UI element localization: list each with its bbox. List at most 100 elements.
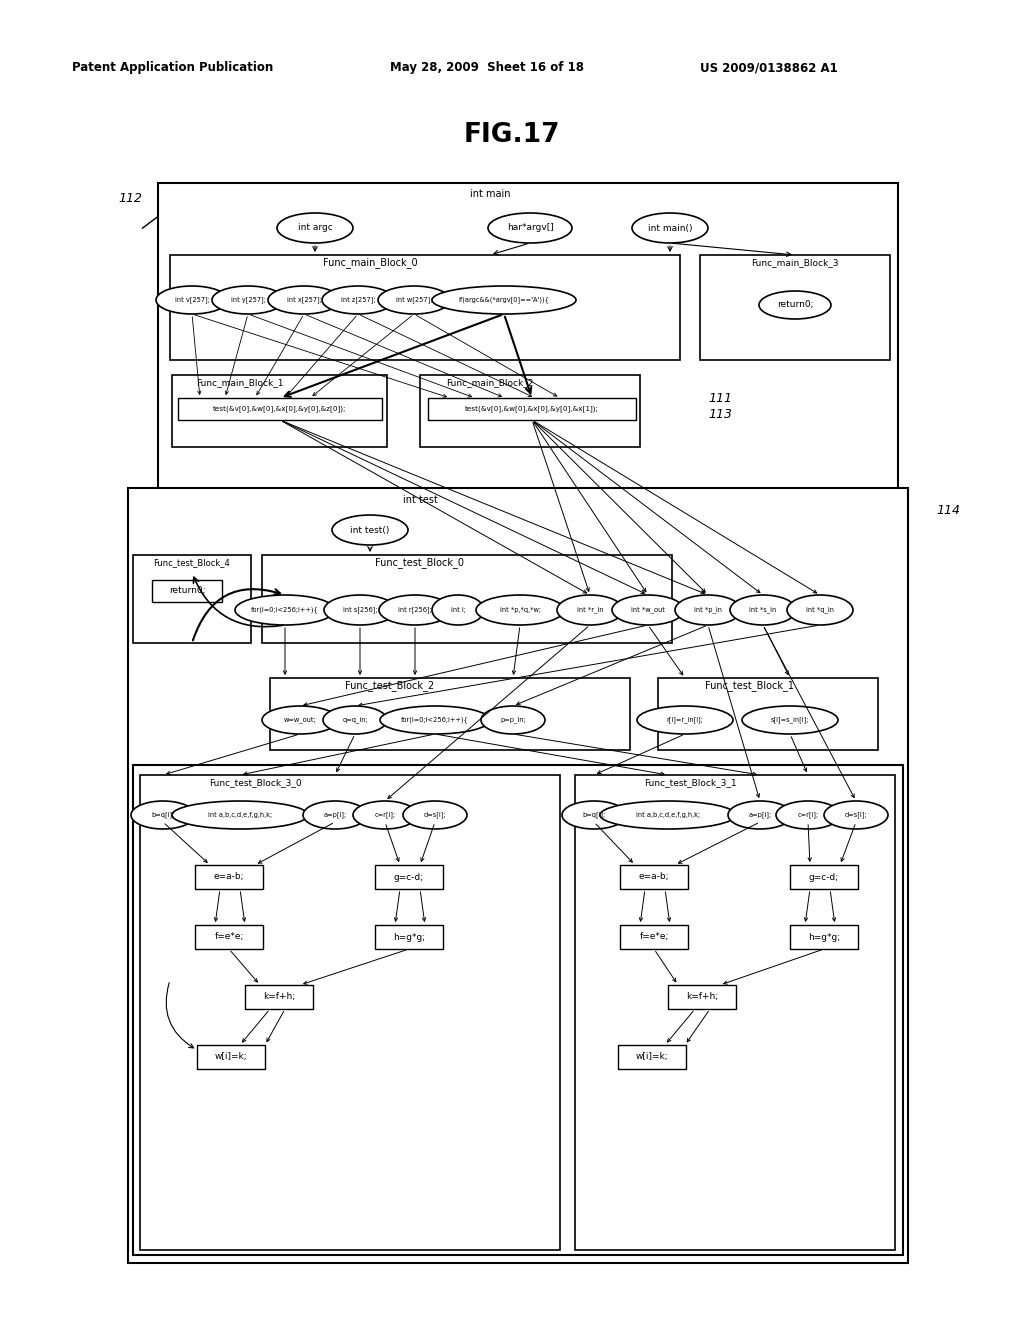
Text: p=p_in;: p=p_in; — [500, 717, 525, 723]
Text: if(argc&&(*argv[0]=='A')){: if(argc&&(*argv[0]=='A')){ — [459, 297, 550, 304]
Text: 114: 114 — [936, 503, 961, 516]
Text: int main: int main — [470, 189, 510, 199]
Text: int test(): int test() — [350, 525, 390, 535]
Text: h=g*g;: h=g*g; — [808, 932, 840, 941]
Text: har*argv[]: har*argv[] — [507, 223, 553, 232]
Text: w[i]=k;: w[i]=k; — [636, 1052, 669, 1061]
FancyBboxPatch shape — [128, 488, 908, 1263]
Text: k=f+h;: k=f+h; — [263, 993, 295, 1002]
Text: s[i]=s_in[i];: s[i]=s_in[i]; — [771, 717, 809, 723]
FancyBboxPatch shape — [620, 865, 688, 888]
Ellipse shape — [742, 706, 838, 734]
Text: b=q[i];: b=q[i]; — [152, 812, 175, 818]
Text: r[i]=r_in[i];: r[i]=r_in[i]; — [667, 717, 703, 723]
Ellipse shape — [557, 595, 623, 624]
FancyBboxPatch shape — [428, 399, 636, 420]
FancyBboxPatch shape — [245, 985, 313, 1008]
Text: for(i=0;i<256;i++){: for(i=0;i<256;i++){ — [401, 717, 469, 723]
Text: a=p[i];: a=p[i]; — [324, 812, 346, 818]
Ellipse shape — [278, 213, 353, 243]
Ellipse shape — [324, 595, 396, 624]
Text: int i;: int i; — [451, 607, 466, 612]
Text: g=c-d;: g=c-d; — [809, 873, 839, 882]
Text: Func_test_Block_1: Func_test_Block_1 — [706, 681, 795, 692]
Text: int *r_in: int *r_in — [577, 607, 603, 614]
Text: c=r[i];: c=r[i]; — [798, 812, 818, 818]
Text: int x[257];: int x[257]; — [287, 297, 322, 304]
Text: h=g*g;: h=g*g; — [393, 932, 425, 941]
Text: FIG.17: FIG.17 — [464, 121, 560, 148]
Ellipse shape — [730, 595, 796, 624]
Text: f=e*e;: f=e*e; — [639, 932, 669, 941]
FancyBboxPatch shape — [375, 925, 443, 949]
Ellipse shape — [332, 515, 408, 545]
Text: q=q_in;: q=q_in; — [342, 717, 368, 723]
Text: US 2009/0138862 A1: US 2009/0138862 A1 — [700, 62, 838, 74]
Ellipse shape — [403, 801, 467, 829]
Text: test(&v[0],&w[0],&x[0],&y[0],&z[0]);: test(&v[0],&w[0],&x[0],&y[0],&z[0]); — [213, 405, 347, 412]
Text: g=c-d;: g=c-d; — [394, 873, 424, 882]
Ellipse shape — [380, 706, 490, 734]
Text: int *p,*q,*w;: int *p,*q,*w; — [500, 607, 541, 612]
Text: return0;: return0; — [169, 586, 205, 595]
FancyBboxPatch shape — [140, 775, 560, 1250]
Text: d=s[i];: d=s[i]; — [424, 812, 446, 818]
Text: int main(): int main() — [648, 223, 692, 232]
Text: May 28, 2009  Sheet 16 of 18: May 28, 2009 Sheet 16 of 18 — [390, 62, 584, 74]
Text: int y[257];: int y[257]; — [230, 297, 265, 304]
FancyBboxPatch shape — [575, 775, 895, 1250]
Ellipse shape — [131, 801, 195, 829]
Text: f=e*e;: f=e*e; — [214, 932, 244, 941]
FancyBboxPatch shape — [152, 579, 222, 602]
Ellipse shape — [637, 706, 733, 734]
FancyBboxPatch shape — [158, 183, 898, 503]
Text: int test: int test — [402, 495, 437, 506]
Ellipse shape — [728, 801, 792, 829]
Text: b=q[i];: b=q[i]; — [583, 812, 605, 818]
Ellipse shape — [562, 801, 626, 829]
Text: k=f+h;: k=f+h; — [686, 993, 718, 1002]
Ellipse shape — [212, 286, 284, 314]
Ellipse shape — [481, 706, 545, 734]
Text: Func_test_Block_4: Func_test_Block_4 — [154, 558, 230, 568]
Text: 112: 112 — [118, 191, 142, 205]
FancyBboxPatch shape — [195, 925, 263, 949]
Text: e=a-b;: e=a-b; — [214, 873, 245, 882]
FancyBboxPatch shape — [172, 375, 387, 447]
FancyBboxPatch shape — [658, 678, 878, 750]
Ellipse shape — [787, 595, 853, 624]
Text: Func_test_Block_2: Func_test_Block_2 — [345, 681, 434, 692]
Ellipse shape — [262, 706, 338, 734]
FancyBboxPatch shape — [170, 255, 680, 360]
FancyBboxPatch shape — [178, 399, 382, 420]
FancyBboxPatch shape — [197, 1045, 265, 1069]
Ellipse shape — [612, 595, 684, 624]
FancyBboxPatch shape — [375, 865, 443, 888]
Text: int v[257];: int v[257]; — [174, 297, 210, 304]
FancyBboxPatch shape — [790, 925, 858, 949]
Ellipse shape — [759, 290, 831, 319]
FancyBboxPatch shape — [262, 554, 672, 643]
Ellipse shape — [675, 595, 741, 624]
Text: w=w_out;: w=w_out; — [284, 717, 316, 723]
Text: Func_test_Block_3_1: Func_test_Block_3_1 — [644, 779, 736, 788]
Ellipse shape — [776, 801, 840, 829]
Text: 111: 111 — [708, 392, 732, 404]
Ellipse shape — [379, 595, 451, 624]
Text: d=s[i];: d=s[i]; — [845, 812, 867, 818]
Ellipse shape — [378, 286, 450, 314]
Ellipse shape — [322, 286, 394, 314]
Text: Func_main_Block_3: Func_main_Block_3 — [752, 259, 839, 268]
FancyBboxPatch shape — [420, 375, 640, 447]
Text: Func_main_Block_2: Func_main_Block_2 — [446, 379, 534, 388]
Ellipse shape — [353, 801, 417, 829]
Text: int w[257];: int w[257]; — [396, 297, 432, 304]
Text: for(i=0;i<256;i++){: for(i=0;i<256;i++){ — [251, 607, 318, 614]
Text: int argc: int argc — [298, 223, 333, 232]
FancyBboxPatch shape — [620, 925, 688, 949]
Text: return0;: return0; — [777, 301, 813, 309]
Ellipse shape — [268, 286, 340, 314]
Text: int a,b,c,d,e,f,g,h,k;: int a,b,c,d,e,f,g,h,k; — [636, 812, 700, 818]
Text: Func_test_Block_0: Func_test_Block_0 — [376, 557, 465, 569]
FancyBboxPatch shape — [270, 678, 630, 750]
